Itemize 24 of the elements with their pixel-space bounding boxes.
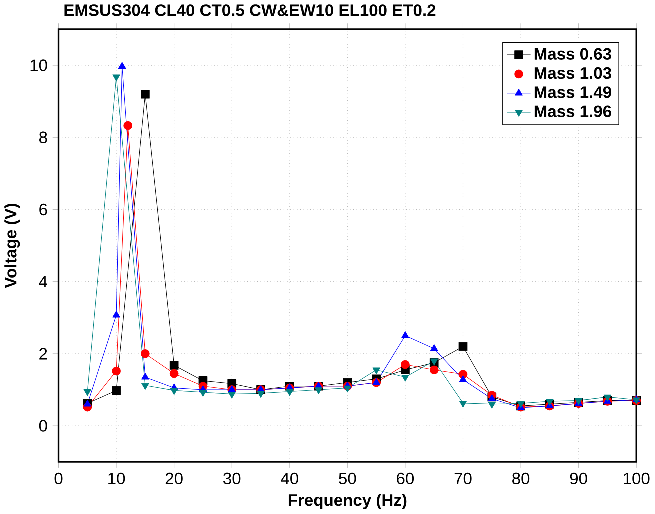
y-tick-label: 4	[39, 276, 48, 288]
x-tick-label: 30	[224, 472, 241, 485]
y-tick-label: 6	[40, 204, 48, 216]
legend-label: Mass 1.96	[534, 106, 612, 118]
x-tick-label: 90	[570, 472, 588, 485]
legend-label: Mass 1.03	[534, 67, 612, 80]
x-tick-label: 80	[512, 472, 530, 485]
y-tick-label: 2	[40, 348, 48, 360]
x-tick-label: 50	[339, 472, 356, 485]
y-tick-label: 8	[40, 132, 48, 144]
y-axis-title: Voltage (V)	[4, 204, 20, 288]
y-tick-label: 0	[39, 420, 48, 432]
x-tick-label: 40	[281, 472, 298, 485]
legend-label: Mass 0.63	[534, 48, 612, 60]
x-axis-title: Frequency (Hz)	[288, 494, 407, 510]
y-tick-label: 10	[30, 60, 48, 72]
x-tick-label: 70	[454, 472, 472, 485]
x-tick-label: 10	[108, 472, 126, 485]
legend-label: Mass 1.49	[534, 86, 612, 98]
chart-title: EMSUS304 CL40 CT0.5 CW&EW10 EL100 ET0.2	[64, 4, 436, 16]
x-tick-label: 0	[54, 472, 63, 485]
x-tick-label: 100	[624, 472, 650, 485]
x-tick-label: 20	[166, 472, 183, 485]
x-tick-label: 60	[397, 472, 414, 485]
